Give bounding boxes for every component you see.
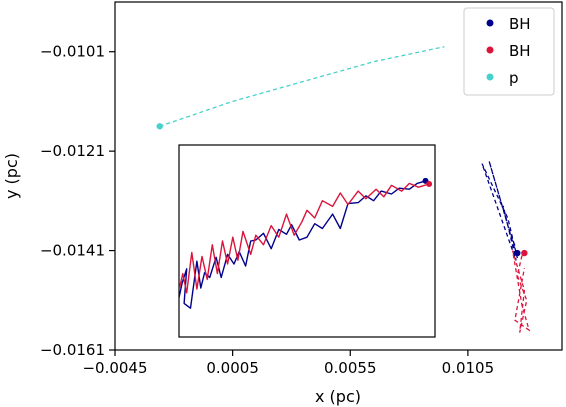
legend-box: [463, 7, 555, 96]
inset-series-layer: [179, 177, 433, 309]
plot-frame: [114, 1, 563, 351]
x-tick-label: −0.0045: [82, 359, 147, 377]
x-tick-label: 0.0105: [442, 359, 495, 377]
y-axis: −0.0101 −0.0121 −0.0141 −0.0161: [40, 43, 115, 359]
legend-marker-0: [486, 19, 494, 27]
inset-series-1-marker: [426, 180, 433, 187]
main-series-layer: [156, 46, 531, 333]
x-tick-label: 0.0005: [206, 359, 259, 377]
series-2-marker: [156, 123, 163, 130]
legend-label-0: BH: [509, 15, 531, 33]
inset-series-0-line: [179, 180, 426, 309]
series-1-trajectory: [511, 250, 531, 333]
legend-label-2: p: [509, 69, 519, 87]
series-0-trajectory: [481, 160, 518, 261]
inset-panel: [178, 144, 436, 338]
y-tick-label: −0.0161: [40, 341, 105, 359]
inset-frame: [178, 144, 436, 338]
y-tick-label: −0.0121: [40, 142, 105, 160]
series-2-trajectory: [159, 46, 445, 127]
y-axis-label: y (pc): [2, 153, 21, 199]
inset-series-1-line: [179, 182, 430, 294]
legend-marker-1: [486, 46, 494, 54]
x-axis: −0.0045 0.0005 0.0055 0.0105: [82, 350, 494, 377]
legend-label-1: BH: [509, 42, 531, 60]
series-1-marker: [521, 249, 528, 257]
x-axis-label: x (pc): [315, 387, 361, 406]
legend: BH BH p: [463, 7, 555, 96]
x-tick-label: 0.0055: [324, 359, 377, 377]
legend-marker-2: [486, 73, 494, 81]
y-tick-label: −0.0101: [40, 43, 105, 61]
series-0-marker: [514, 249, 521, 257]
y-tick-label: −0.0141: [40, 242, 105, 260]
